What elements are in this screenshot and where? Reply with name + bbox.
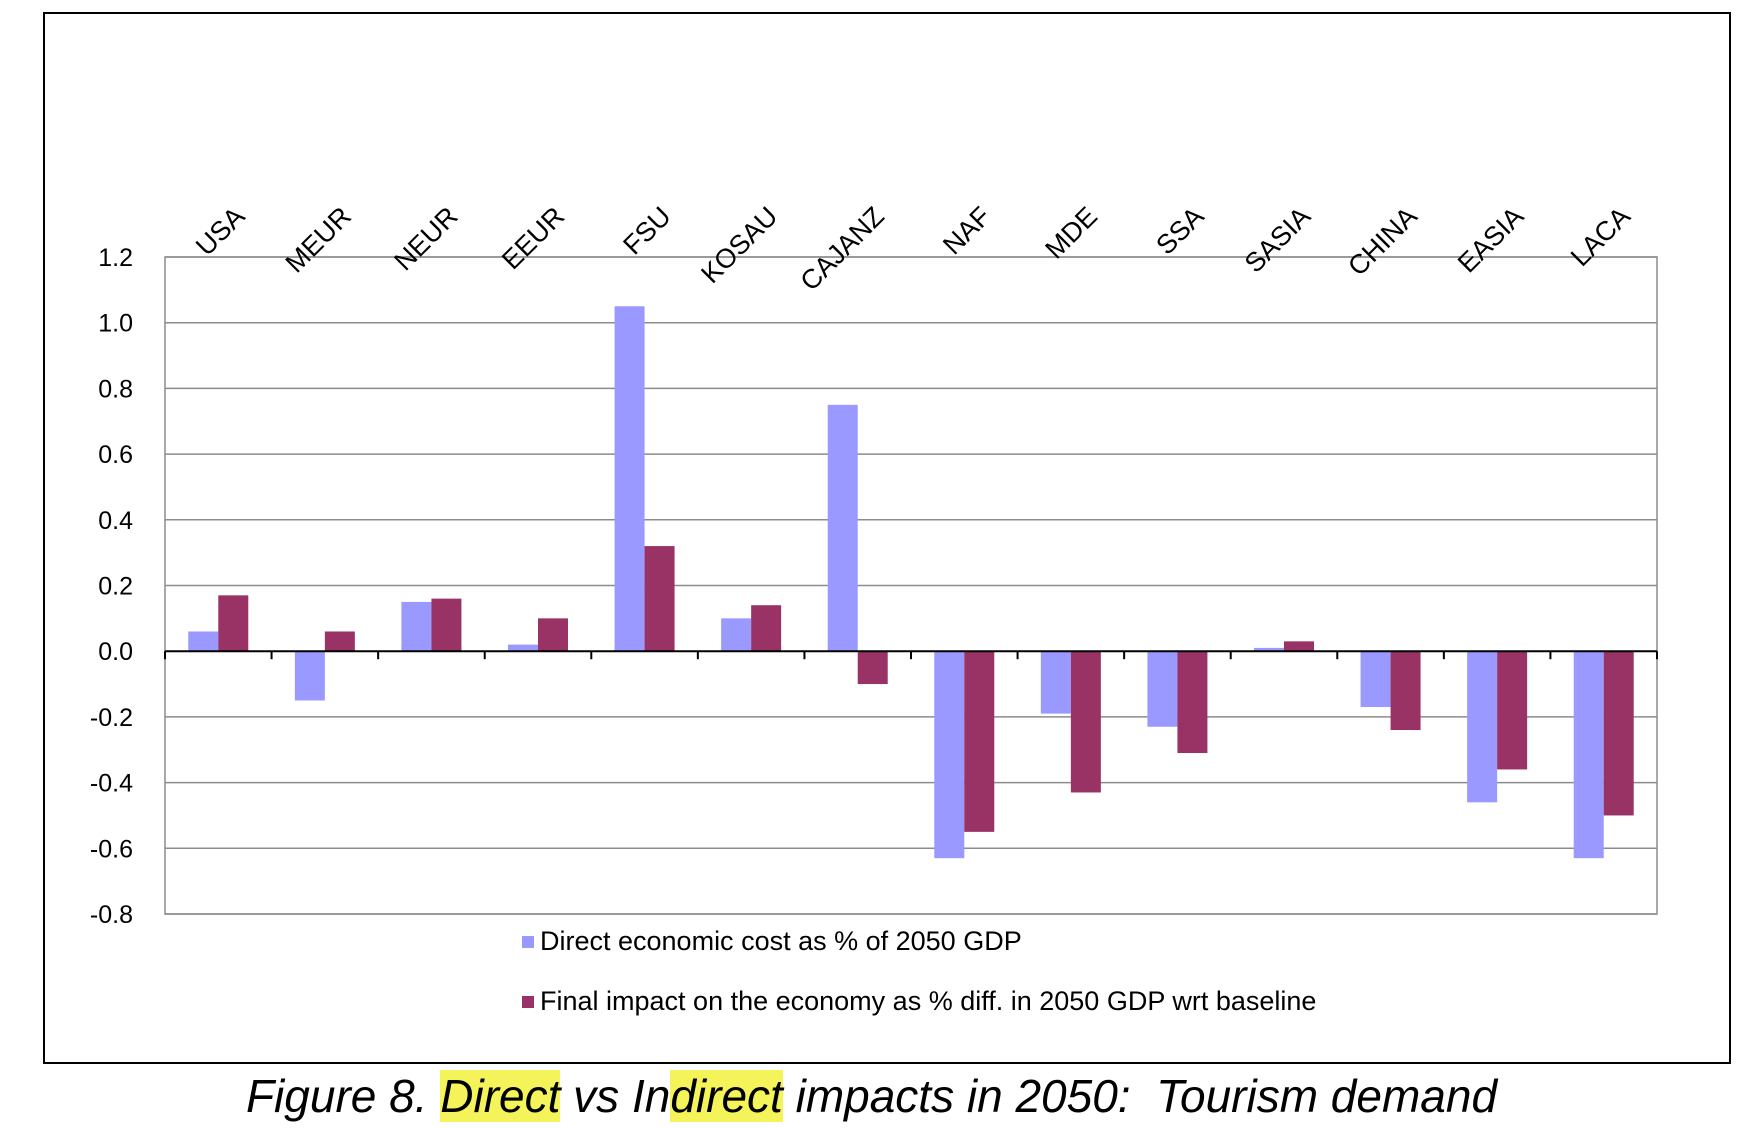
category-label: NEUR [388,201,463,276]
category-label: FSU [617,201,676,260]
plot-border [164,256,1658,915]
bar-final-sasia [1284,641,1314,652]
bar-final-usa [218,595,249,652]
legend-label: Final impact on the economy as % diff. i… [540,986,1316,1016]
category-label: NAF [937,201,996,260]
y-tick-label: -0.2 [90,704,133,732]
bar-final-meur [324,631,355,652]
bar-final-laca [1603,651,1634,816]
bar-final-china [1390,651,1421,731]
y-tick-label: 0.2 [98,573,133,601]
y-tick-label: 0.0 [98,638,133,666]
bar-final-ssa [1177,651,1208,754]
bar-final-neur [431,598,462,652]
category-label: CAJANZ [794,201,889,296]
bar-direct-ssa [1147,651,1178,727]
y-tick-label: -0.6 [90,835,133,863]
bar-direct-laca [1573,651,1604,859]
caption-highlight-indirect: direct [670,1070,783,1122]
caption-suffix: impacts in 2050: Tourism demand [782,1070,1498,1122]
bar-direct-china [1360,651,1391,708]
category-label: MEUR [280,201,357,278]
bar-direct-naf [934,651,965,859]
caption-middle: vs In [560,1070,671,1122]
bar-final-fsu [644,546,675,652]
category-label: USA [190,201,250,261]
y-tick-label: 0.6 [98,441,133,469]
category-label: EEUR [496,201,570,275]
category-label: EASIA [1452,201,1529,278]
y-tick-label: -0.4 [90,770,133,798]
bar-direct-neur [401,601,432,652]
category-label: KOSAU [695,201,783,289]
bar-final-easia [1497,651,1528,770]
y-tick-label: 1.2 [98,244,133,272]
bar-direct-kosau [721,618,752,652]
bar-direct-meur [294,651,325,701]
category-label: SSA [1150,201,1209,260]
bar-direct-cajanz [827,404,858,652]
category-label: SASIA [1239,201,1316,278]
bar-direct-eeur [508,644,538,652]
y-tick-label: 0.4 [98,507,133,535]
category-label: MDE [1039,201,1103,265]
bar-direct-fsu [614,306,645,652]
y-tick-label: 1.0 [98,310,133,338]
y-tick-label: -0.8 [90,901,133,929]
bar-final-naf [964,651,995,832]
bar-final-kosau [751,605,782,652]
bar-direct-mde [1040,651,1071,714]
y-tick-label: 0.8 [98,375,133,403]
caption-highlight-direct: Direct [440,1070,561,1122]
bar-direct-usa [188,631,219,652]
bar-direct-sasia [1254,647,1284,652]
figure-caption: Figure 8. Direct vs Indirect impacts in … [0,1066,1743,1126]
bar-final-cajanz [857,651,888,685]
legend-swatch [522,996,534,1008]
bar-direct-easia [1467,651,1498,803]
caption-prefix: Figure 8. [245,1070,441,1122]
bar-final-mde [1070,651,1101,793]
legend-label: Direct economic cost as % of 2050 GDP [540,926,1022,956]
legend-swatch [522,936,534,948]
category-label: LACA [1565,201,1636,272]
bar-final-eeur [538,618,568,652]
chart-frame [43,12,1731,1064]
category-label: CHINA [1342,201,1423,282]
